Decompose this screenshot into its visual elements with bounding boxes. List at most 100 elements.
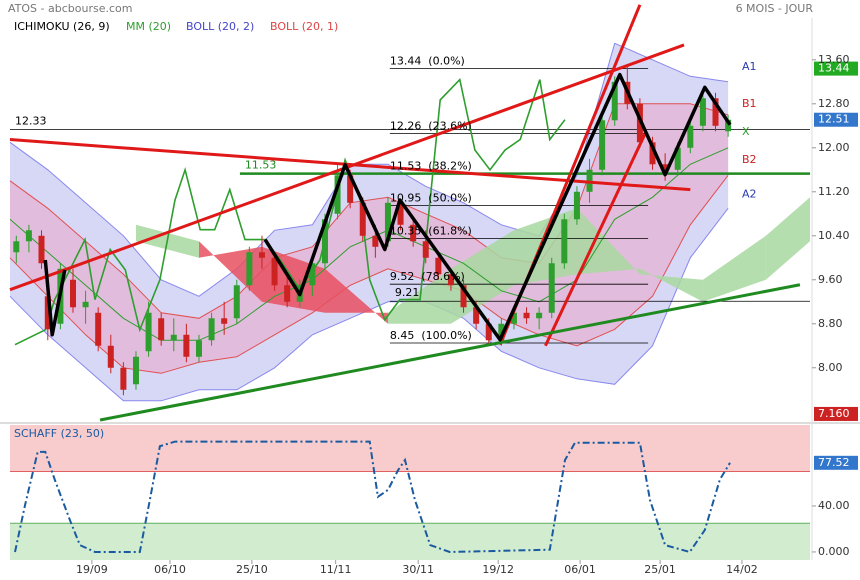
price-tag-label: 13.44 [818,62,850,75]
y-tick-label: 12.80 [818,97,850,110]
y-tick-label: 8.00 [818,361,843,374]
price-tag [814,455,858,470]
cloud-segment [324,268,388,324]
text-layer: ATOS - abcbourse.com 6 MOIS - JOUR ICHIM… [8,2,850,576]
wave-marker: B2 [742,153,757,166]
x-tick-label: 30/11 [402,563,434,576]
schaff-upper-zone [10,425,810,472]
main-layer [9,4,858,564]
candle-body [233,285,240,319]
candle-body [573,191,580,220]
candle-body [410,224,417,242]
candle-body [523,312,530,319]
candle-body [132,356,139,385]
candle-body [372,235,379,247]
candle-body [536,312,543,319]
cloud-segment [198,241,262,302]
trendline [99,283,801,422]
schaff-lower-zone [10,523,810,560]
fib-label: 13.44 (0.0%) [390,55,465,68]
candle-body [145,312,152,352]
candle-body [460,285,467,308]
candle-body [221,318,228,324]
candle-body [384,202,391,242]
y-tick-label: 11.20 [818,185,850,198]
schaff-line [14,440,731,554]
fib-label: 10.95 (50.0%) [390,192,472,205]
candle-body [183,334,190,357]
cloud-segment [513,208,577,286]
price-tag [814,112,858,127]
y-tick-label: 13.60 [818,53,850,66]
candle-body [82,301,89,308]
candle-body [674,147,681,170]
candle-body [473,307,480,324]
wave-marker: A1 [742,60,757,73]
y-tick-label: 9.60 [818,273,843,286]
candle-body [699,98,706,126]
candle-body [321,219,328,264]
candle-body [599,120,606,170]
schaff-title: SCHAFF (23, 50) [14,427,104,440]
candle-body [725,119,732,132]
candle-body [158,318,165,341]
candle-body [69,279,76,308]
cloud-segment [639,268,703,302]
level-label: 12.33 [15,115,47,128]
wave-marker: A2 [742,188,757,201]
price-tag [814,61,858,76]
candle-body [447,274,454,286]
candle-body [334,175,341,214]
background-layer [0,18,860,560]
level-label: 9.21 [395,286,420,299]
legend-boll1: BOLL (20, 1) [270,20,338,33]
x-tick-label: 19/12 [482,563,514,576]
candle-body [498,323,505,341]
candle-body [258,252,265,258]
x-tick-label: 25/01 [644,563,676,576]
cloud-segment [765,197,810,280]
candle-body [510,312,517,324]
candle-body [38,235,45,264]
wave-marker: B1 [742,97,757,110]
candle-body [25,230,32,242]
chikou-line [14,77,566,346]
fib-label: 8.45 (100.0%) [390,329,472,342]
candle-body [208,318,215,341]
cloud-segment [702,235,766,302]
candle-body [13,241,20,253]
fib-label: 12.26 (23.6%) [390,119,472,132]
candle-body [347,175,354,203]
boll2-upper [9,42,729,297]
trendline [9,138,691,192]
mm-line [9,147,729,341]
fib-label: 9.52 (78.6%) [390,270,465,283]
x-tick-label: 14/02 [726,563,758,576]
fib-label: 10.35 (61.8%) [390,225,472,238]
period: 6 MOIS - JOUR [736,2,814,15]
candle-body [485,323,492,341]
candle-body [284,285,291,302]
chart-title: ATOS - abcbourse.com [8,2,132,15]
y2-tick-label: 40.00 [818,499,850,512]
y-tick-label: 10.40 [818,229,850,242]
legend-boll2: BOLL (20, 2) [186,20,254,33]
candle-body [422,241,429,258]
candle-body [397,202,404,225]
candle-body [712,98,719,126]
candle-body [649,142,656,165]
trendline [544,130,648,347]
candle-body [44,296,51,330]
legend-ichimoku: ICHIMOKU (26, 9) [14,20,110,33]
candle-body [687,125,694,148]
candle-body [561,219,568,264]
level-label: 11.53 [245,159,277,172]
candle-body [435,257,442,275]
candle-body [107,345,114,368]
x-tick-label: 11/11 [320,563,352,576]
legend-mm: MM (20) [126,20,171,33]
x-tick-label: 19/09 [76,563,108,576]
x-tick-label: 06/10 [154,563,186,576]
candle-body [95,312,102,346]
